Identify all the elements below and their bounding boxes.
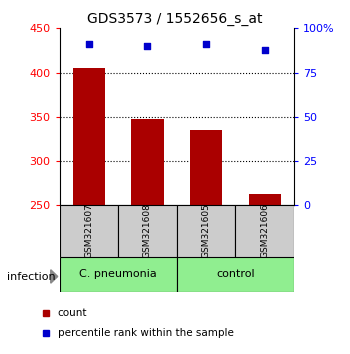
Text: C. pneumonia: C. pneumonia — [79, 269, 157, 279]
Point — [203, 41, 209, 47]
Bar — [248, 194, 281, 205]
Bar — [118, 205, 177, 257]
Text: GSM321608: GSM321608 — [143, 204, 152, 258]
Bar — [177, 205, 235, 257]
Point — [86, 41, 92, 47]
Point — [262, 47, 267, 52]
Bar — [177, 257, 294, 292]
Text: GDS3573 / 1552656_s_at: GDS3573 / 1552656_s_at — [87, 12, 263, 27]
Bar — [60, 205, 118, 257]
Text: GSM321606: GSM321606 — [260, 204, 269, 258]
Bar — [60, 257, 177, 292]
Point — [145, 43, 150, 49]
Text: count: count — [58, 308, 87, 318]
Bar — [73, 68, 105, 205]
Text: GSM321605: GSM321605 — [202, 204, 211, 258]
Text: GSM321607: GSM321607 — [84, 204, 93, 258]
Text: control: control — [216, 269, 255, 279]
Bar — [131, 120, 163, 205]
Bar — [190, 130, 222, 205]
Bar — [235, 205, 294, 257]
Polygon shape — [51, 270, 58, 283]
Text: percentile rank within the sample: percentile rank within the sample — [58, 328, 234, 338]
Text: infection: infection — [7, 272, 56, 282]
